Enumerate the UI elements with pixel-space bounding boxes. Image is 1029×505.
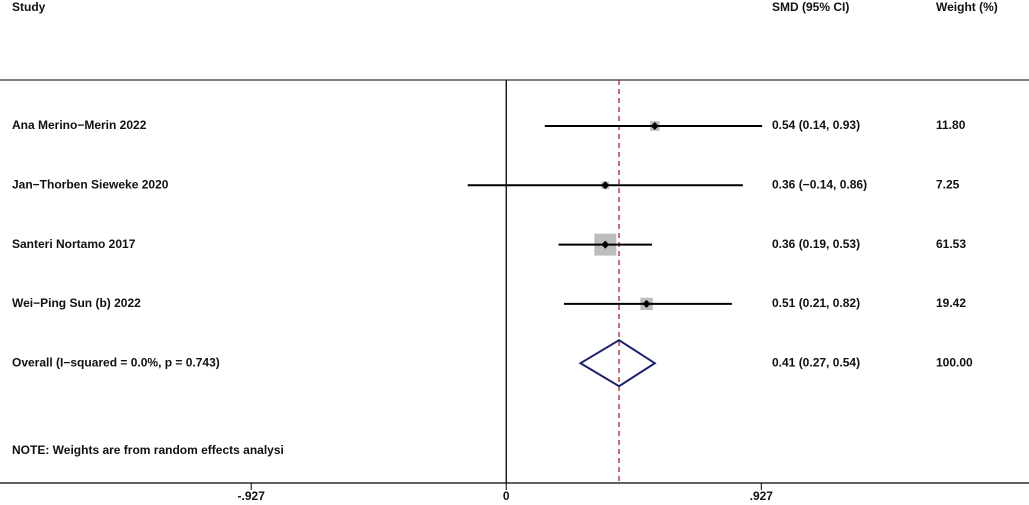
weight-label: 7.25	[936, 177, 960, 191]
overall-diamond	[578, 339, 657, 388]
x-tick-label: -.927	[238, 489, 266, 503]
effect-label: 0.36 (−0.14, 0.86)	[772, 177, 867, 191]
study-label: Jan−Thorben Sieweke 2020	[12, 177, 169, 191]
weight-label: 61.53	[936, 237, 966, 251]
header-effect: SMD (95% CI)	[772, 0, 849, 14]
overall-weight-label: 100.00	[936, 355, 973, 369]
study-label: Santeri Nortamo 2017	[12, 237, 136, 251]
study-label: Ana Merino−Merin 2022	[12, 118, 147, 132]
header-study: Study	[12, 0, 46, 14]
effect-label: 0.54 (0.14, 0.93)	[772, 118, 860, 132]
note: NOTE: Weights are from random effects an…	[12, 443, 284, 457]
point-estimate	[650, 122, 659, 130]
weight-label: 11.80	[936, 118, 966, 132]
point-estimate	[601, 240, 610, 249]
point-estimate	[642, 299, 651, 308]
weight-label: 19.42	[936, 296, 966, 310]
x-tick-label: 0	[503, 489, 510, 503]
overall-effect-label: 0.41 (0.27, 0.54)	[772, 355, 860, 369]
x-tick-label: .927	[750, 489, 774, 503]
effect-label: 0.51 (0.21, 0.82)	[772, 296, 860, 310]
effect-label: 0.36 (0.19, 0.53)	[772, 237, 860, 251]
study-label: Wei−Ping Sun (b) 2022	[12, 296, 141, 310]
point-estimate	[601, 181, 610, 190]
header-weight: Weight (%)	[936, 0, 998, 14]
overall-label: Overall (I−squared = 0.0%, p = 0.743)	[12, 355, 220, 369]
